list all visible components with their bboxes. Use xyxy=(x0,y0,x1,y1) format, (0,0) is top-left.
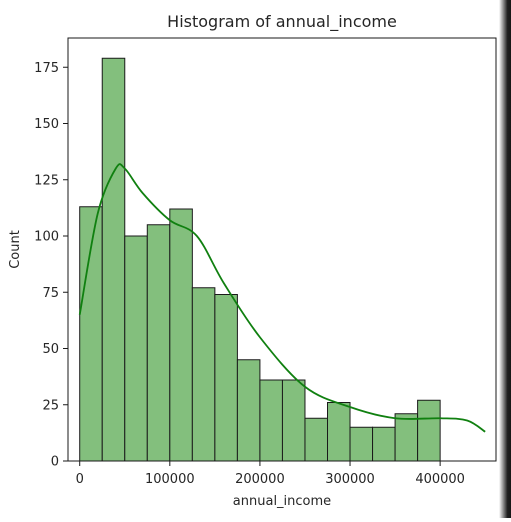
bars-group xyxy=(79,57,441,462)
histogram-bar xyxy=(349,426,374,462)
histogram-bar xyxy=(281,379,306,462)
histogram-bar xyxy=(417,399,441,462)
x-tick-label: 300000 xyxy=(325,472,375,487)
histogram-bar xyxy=(304,417,329,462)
histogram-bar xyxy=(214,294,238,462)
histogram-bar xyxy=(259,379,283,462)
y-tick-label: 175 xyxy=(34,61,59,76)
x-axis: 0 100000 200000 300000 400000 xyxy=(76,461,465,487)
histogram-bar xyxy=(146,224,171,462)
histogram-bar xyxy=(101,57,126,462)
y-tick-label: 100 xyxy=(34,230,59,245)
plot-frame xyxy=(67,37,497,462)
histogram-bar xyxy=(236,359,261,462)
x-tick-label: 0 xyxy=(76,472,84,487)
histogram-bar xyxy=(327,402,351,462)
histogram-bar xyxy=(169,208,193,462)
x-tick-label: 400000 xyxy=(415,472,465,487)
x-tick-label: 100000 xyxy=(145,472,195,487)
histogram-bar xyxy=(124,235,148,462)
y-tick-label: 0 xyxy=(51,455,59,470)
histogram-bar xyxy=(191,287,216,462)
x-axis-label: annual_income xyxy=(233,494,331,509)
chart-title: Histogram of annual_income xyxy=(167,12,397,32)
y-axis-label: Count xyxy=(8,230,23,269)
y-tick-label: 150 xyxy=(34,117,59,132)
histogram-bar xyxy=(394,413,419,462)
y-tick-label: 50 xyxy=(42,342,59,357)
y-tick-label: 25 xyxy=(42,398,59,413)
y-tick-label: 125 xyxy=(34,173,59,188)
x-tick-label: 200000 xyxy=(235,472,285,487)
y-tick-label: 75 xyxy=(42,286,59,301)
y-axis: 0 25 50 75 100 125 150 175 xyxy=(34,61,68,470)
window-edge xyxy=(499,0,511,518)
histogram-bar xyxy=(372,426,396,462)
kde-line xyxy=(78,163,486,433)
